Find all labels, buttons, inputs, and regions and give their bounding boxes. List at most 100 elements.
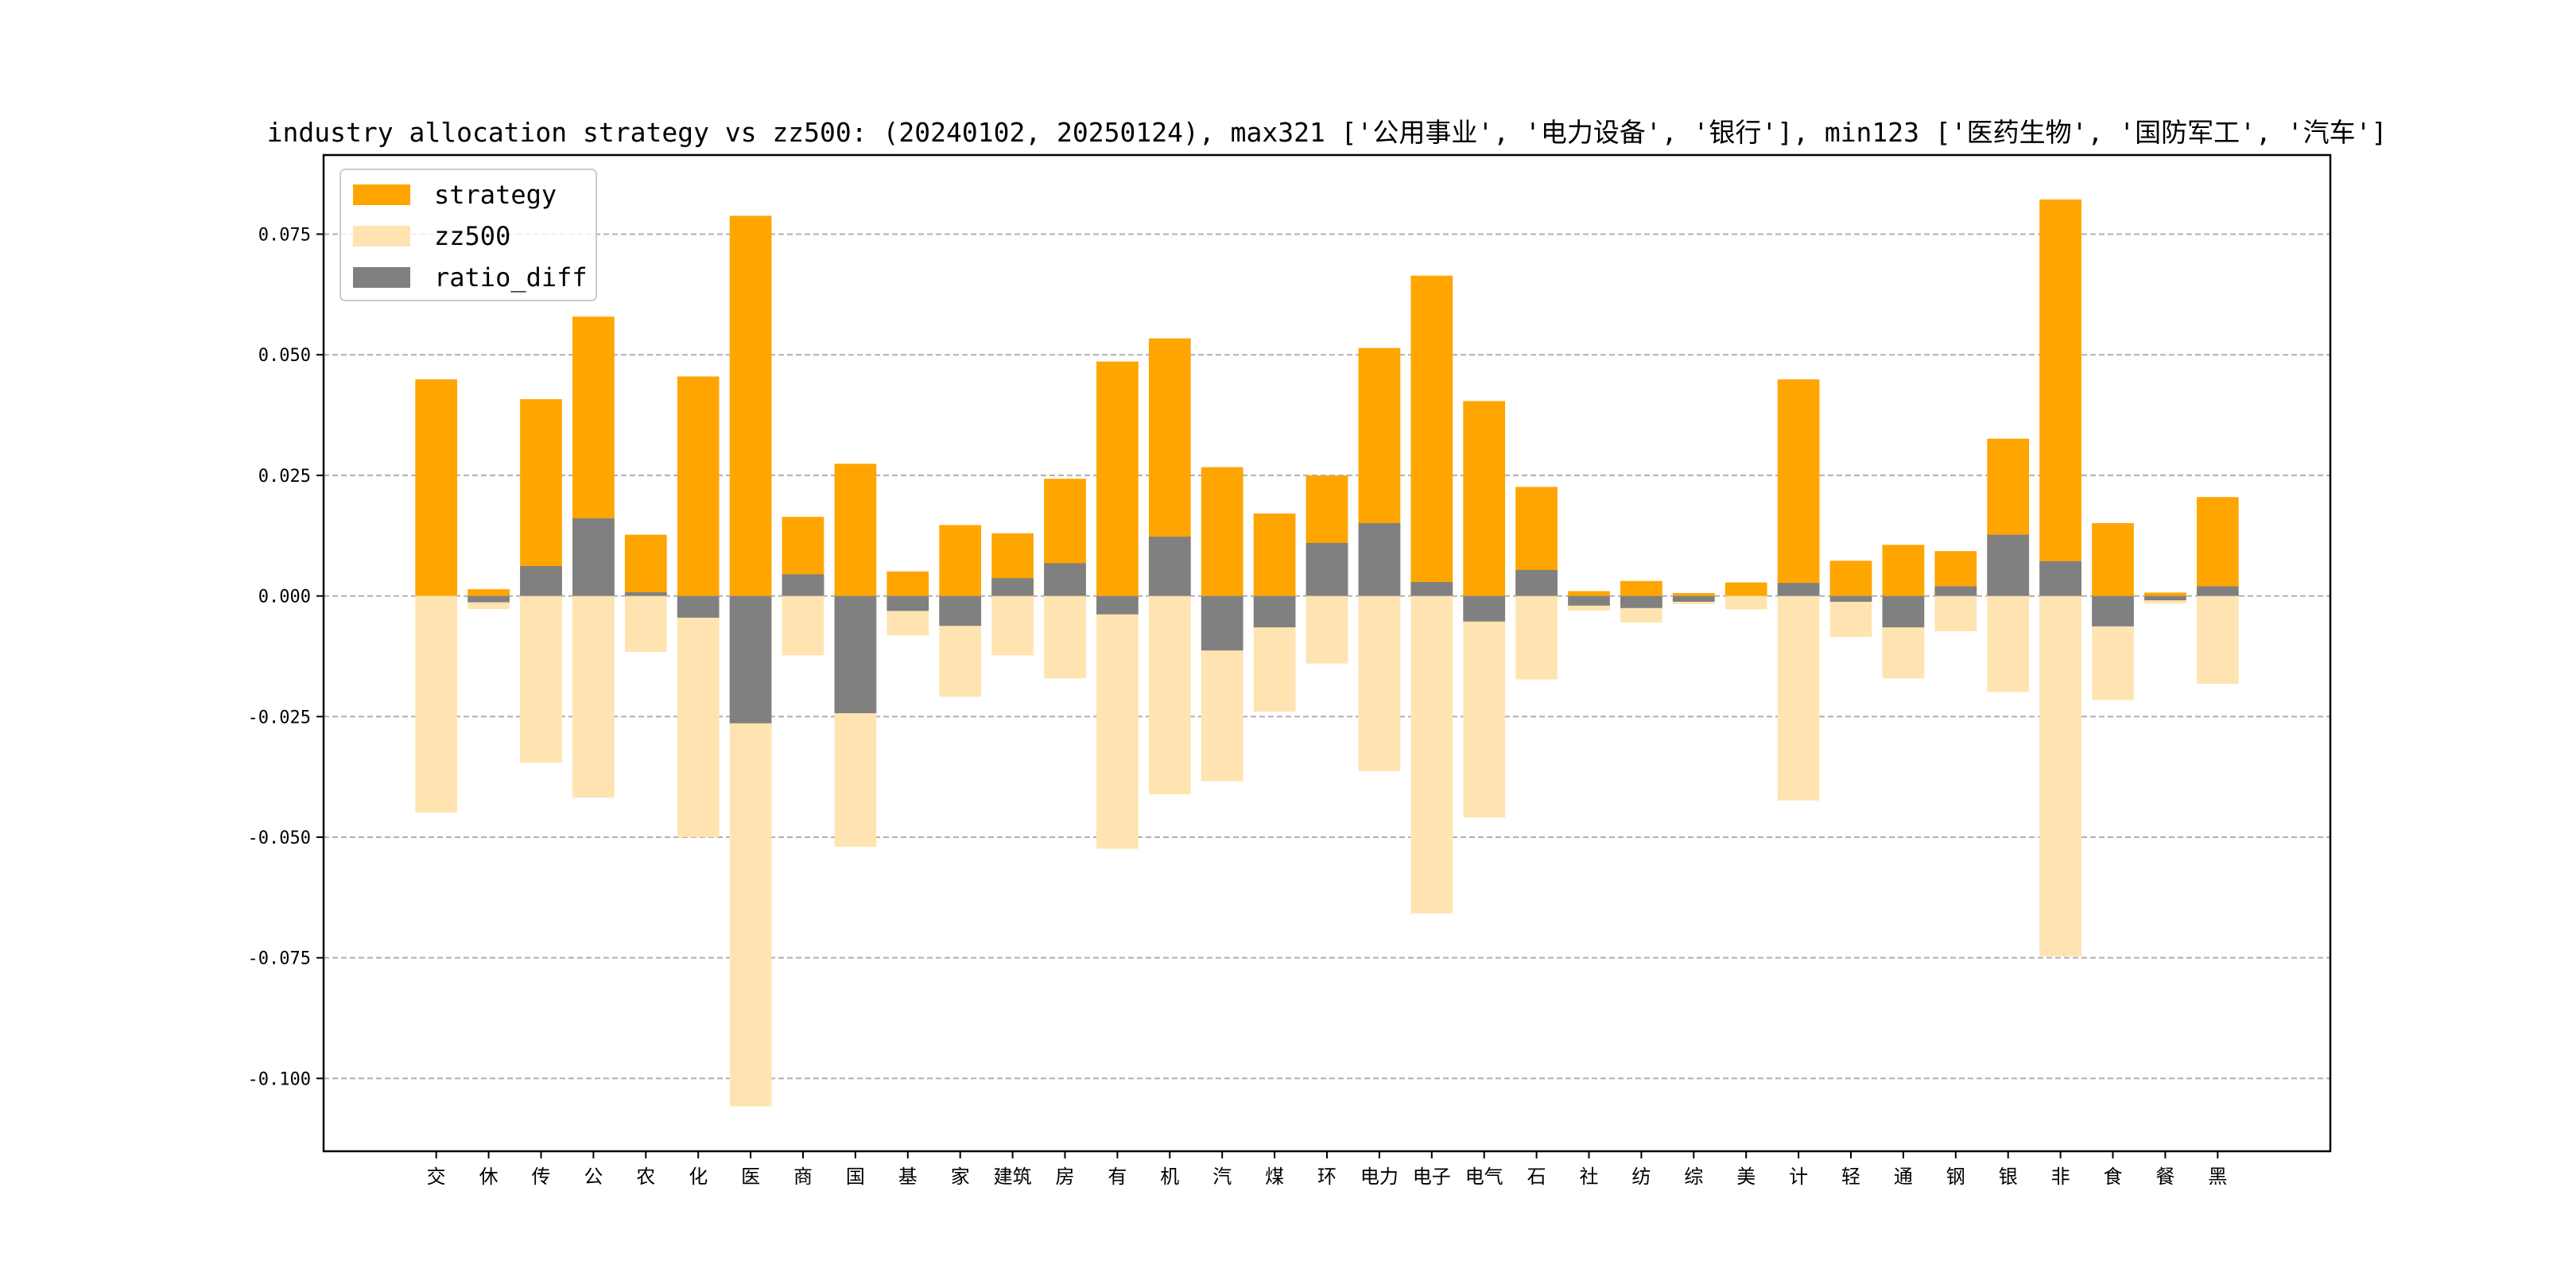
bar-strategy bbox=[1463, 401, 1506, 596]
x-tick-label: 石 bbox=[1527, 1166, 1546, 1188]
bar-ratio_diff bbox=[1305, 542, 1348, 596]
x-tick-label: 黑 bbox=[2208, 1166, 2227, 1188]
chart-title: industry allocation strategy vs zz500: (… bbox=[267, 117, 2388, 148]
x-tick-label: 纺 bbox=[1631, 1166, 1651, 1188]
x-tick-label: 食 bbox=[2104, 1166, 2123, 1188]
bar-strategy bbox=[677, 376, 720, 596]
bar-zz500 bbox=[1096, 596, 1139, 849]
bar-zz500 bbox=[624, 596, 667, 652]
y-tick-label: -0.075 bbox=[248, 949, 311, 969]
bar-zz500 bbox=[677, 596, 720, 837]
bar-ratio_diff bbox=[2092, 596, 2134, 627]
bar-strategy bbox=[1201, 467, 1243, 596]
x-tick-label: 电气 bbox=[1465, 1166, 1503, 1188]
legend-swatch-zz500 bbox=[353, 226, 410, 246]
bar-strategy bbox=[1882, 545, 1925, 596]
bar-ratio_diff bbox=[991, 578, 1034, 596]
bar-ratio_diff bbox=[1987, 534, 2030, 596]
bar-ratio_diff bbox=[1620, 596, 1662, 608]
x-tick-label: 交 bbox=[427, 1166, 446, 1188]
bar-strategy bbox=[1096, 361, 1139, 596]
bar-ratio_diff bbox=[1096, 596, 1139, 615]
x-tick-label: 有 bbox=[1108, 1166, 1127, 1188]
x-tick-label: 家 bbox=[951, 1166, 970, 1188]
bars bbox=[415, 199, 2239, 1107]
x-tick-label: 公 bbox=[584, 1166, 603, 1188]
bar-zz500 bbox=[2196, 596, 2239, 685]
bar-ratio_diff bbox=[1568, 596, 1610, 606]
bar-strategy bbox=[834, 464, 877, 596]
bar-ratio_diff bbox=[1044, 563, 1086, 596]
bar-zz500 bbox=[991, 596, 1034, 656]
bar-zz500 bbox=[1934, 596, 1977, 631]
y-tick-label: 0.025 bbox=[258, 467, 311, 487]
bar-ratio_diff bbox=[1829, 596, 1872, 602]
bar-zz500 bbox=[1777, 596, 1820, 801]
bar-ratio_diff bbox=[1253, 596, 1296, 628]
x-tick-label: 轻 bbox=[1841, 1166, 1860, 1188]
y-tick-label: 0.050 bbox=[258, 346, 311, 366]
bar-strategy bbox=[939, 525, 982, 596]
bar-strategy bbox=[415, 379, 458, 596]
bar-ratio_diff bbox=[1777, 583, 1820, 596]
bar-strategy bbox=[1410, 275, 1453, 596]
bar-strategy bbox=[624, 534, 667, 596]
x-tick-label: 综 bbox=[1684, 1166, 1703, 1188]
bar-strategy bbox=[1568, 591, 1610, 596]
bar-strategy bbox=[729, 215, 772, 596]
bar-ratio_diff bbox=[782, 574, 824, 596]
y-axis: -0.100 -0.075 -0.050 -0.025 0.000 0.025 0.050 0… bbox=[248, 226, 324, 1089]
x-tick-label: 钢 bbox=[1946, 1166, 1965, 1188]
bar-ratio_diff bbox=[467, 596, 510, 603]
bar-ratio_diff bbox=[886, 596, 929, 611]
bar-ratio_diff bbox=[677, 596, 720, 618]
y-tick-label: 0.000 bbox=[258, 588, 311, 607]
bar-zz500 bbox=[572, 596, 615, 798]
bar-zz500 bbox=[1724, 596, 1767, 610]
bar-ratio_diff bbox=[1515, 569, 1558, 596]
bar-zz500 bbox=[415, 596, 458, 813]
bar-strategy bbox=[467, 589, 510, 596]
legend: strategy zz500 ratio_diff bbox=[339, 169, 597, 301]
bar-zz500 bbox=[1410, 596, 1453, 914]
bar-strategy bbox=[1829, 561, 1872, 596]
x-tick-label: 通 bbox=[1894, 1166, 1913, 1188]
x-tick-label: 电力 bbox=[1360, 1166, 1399, 1188]
bar-zz500 bbox=[1148, 596, 1191, 794]
bar-zz500 bbox=[782, 596, 824, 656]
bar-strategy bbox=[1777, 379, 1820, 596]
bar-ratio_diff bbox=[1934, 586, 1977, 596]
x-tick-label: 国 bbox=[846, 1166, 865, 1188]
bar-ratio_diff bbox=[939, 596, 982, 627]
bar-ratio_diff bbox=[2196, 586, 2239, 596]
bar-ratio_diff bbox=[1148, 536, 1191, 596]
bar-ratio_diff bbox=[1410, 582, 1453, 596]
bar-zz500 bbox=[1515, 596, 1558, 680]
x-tick-label: 机 bbox=[1160, 1166, 1179, 1188]
x-tick-label: 银 bbox=[1999, 1166, 2018, 1188]
bar-ratio_diff bbox=[1882, 596, 1925, 628]
bar-ratio_diff bbox=[1201, 596, 1243, 651]
x-tick-label: 非 bbox=[2051, 1166, 2070, 1188]
bar-zz500 bbox=[2039, 596, 2081, 956]
x-tick-label: 商 bbox=[793, 1166, 813, 1188]
bar-zz500 bbox=[1987, 596, 2030, 692]
bar-ratio_diff bbox=[624, 592, 667, 596]
bar-zz500 bbox=[520, 596, 562, 763]
bar-ratio_diff bbox=[834, 596, 877, 714]
bar-strategy bbox=[1724, 582, 1767, 596]
x-tick-label: 餐 bbox=[2155, 1166, 2174, 1188]
x-tick-label: 建筑 bbox=[994, 1166, 1032, 1188]
legend-label-ratio_diff: ratio_diff bbox=[434, 262, 588, 293]
x-tick-label: 计 bbox=[1789, 1166, 1808, 1188]
x-tick-label: 农 bbox=[636, 1166, 655, 1188]
bar-ratio_diff bbox=[1463, 596, 1506, 622]
bar-ratio_diff bbox=[2144, 596, 2186, 601]
bar-zz500 bbox=[1044, 596, 1086, 679]
bar-strategy bbox=[2039, 199, 2081, 596]
bar-ratio_diff bbox=[520, 565, 562, 596]
y-tick-label: 0.075 bbox=[258, 226, 311, 246]
y-tick-label: -0.100 bbox=[248, 1069, 311, 1089]
bar-strategy bbox=[1672, 592, 1715, 596]
